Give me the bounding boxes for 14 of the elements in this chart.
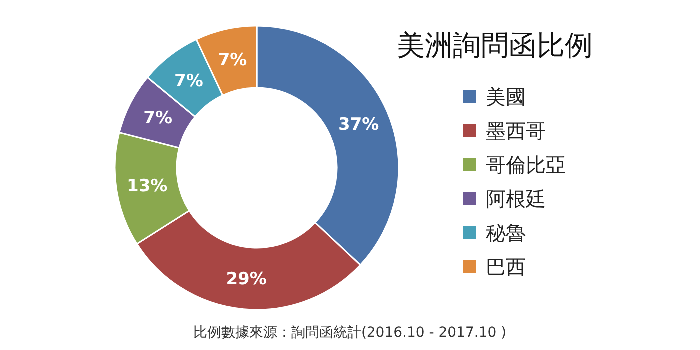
legend-label: 秘魯 xyxy=(486,221,526,245)
data-label: 29% xyxy=(226,270,267,290)
text: 比例數據來源：詢問函統計(2016.10 - 2017.10 ) xyxy=(193,325,507,341)
legend-label: 哥倫比亞 xyxy=(486,153,566,177)
data-label: 7% xyxy=(218,50,248,71)
data-label: 7% xyxy=(174,71,204,92)
legend-label: 巴西 xyxy=(486,255,526,279)
chart-title: 美洲詢問函比例 xyxy=(397,29,593,62)
data-label: 13% xyxy=(127,176,168,196)
legend-label: 美國 xyxy=(486,85,526,109)
legend-label: 墨西哥 xyxy=(486,119,546,143)
legend-label: 阿根廷 xyxy=(486,187,546,211)
data-label: 37% xyxy=(338,114,380,135)
data-label: 7% xyxy=(144,108,173,129)
